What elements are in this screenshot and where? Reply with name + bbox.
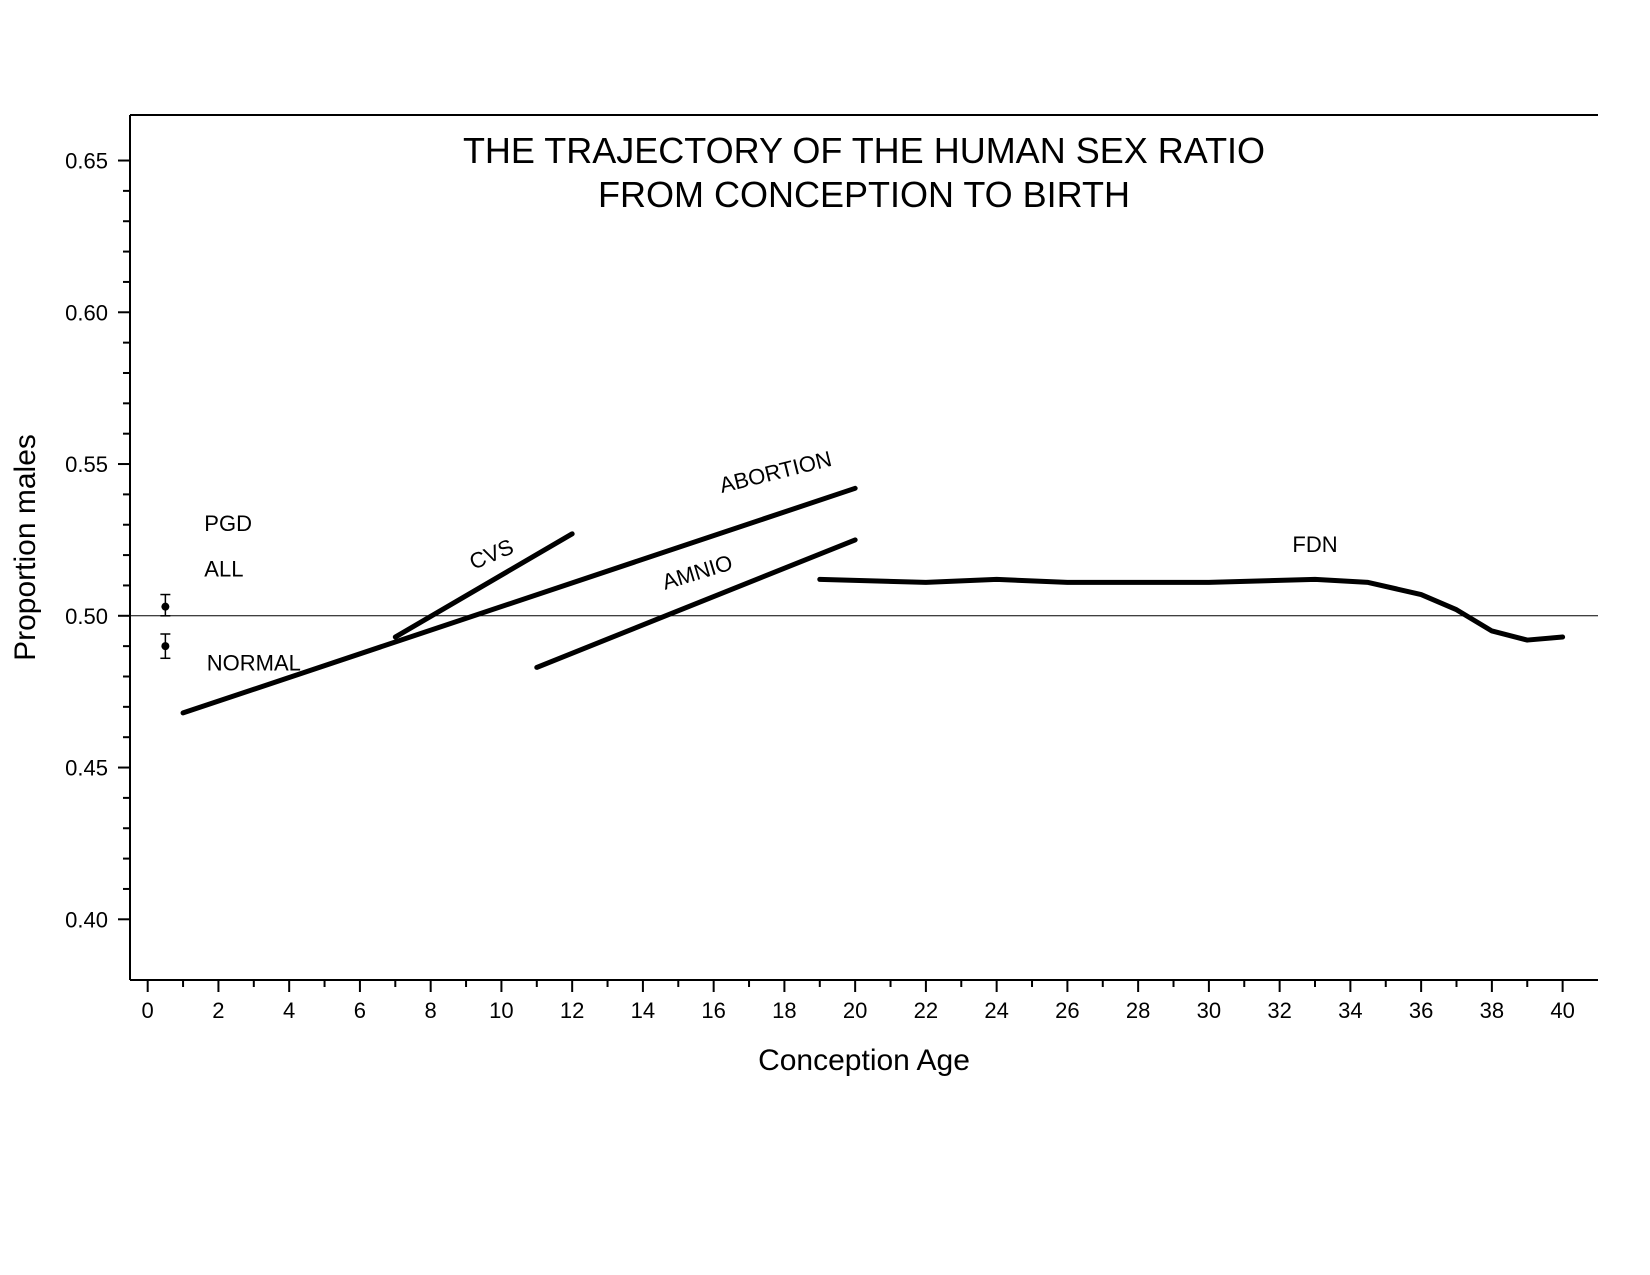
x-tick-label: 30 — [1197, 998, 1221, 1023]
chart-title-line1: THE TRAJECTORY OF THE HUMAN SEX RATIO — [463, 130, 1265, 171]
x-tick-label: 32 — [1267, 998, 1291, 1023]
point-label-pgd: PGD — [204, 511, 252, 536]
x-tick-label: 0 — [142, 998, 154, 1023]
chart-container: 02468101214161820222426283032343638400.4… — [0, 0, 1650, 1275]
y-tick-label: 0.40 — [65, 907, 108, 932]
point-pgd_all — [161, 603, 169, 611]
y-tick-label: 0.50 — [65, 604, 108, 629]
series-label-fdn: FDN — [1292, 532, 1337, 557]
x-axis-label: Conception Age — [758, 1044, 970, 1077]
y-tick-label: 0.55 — [65, 452, 108, 477]
x-tick-label: 10 — [489, 998, 513, 1023]
x-tick-label: 26 — [1055, 998, 1079, 1023]
x-tick-label: 40 — [1550, 998, 1574, 1023]
x-tick-label: 18 — [772, 998, 796, 1023]
point-label-normal: NORMAL — [207, 650, 301, 675]
x-tick-label: 12 — [560, 998, 584, 1023]
x-tick-label: 8 — [425, 998, 437, 1023]
y-tick-label: 0.45 — [65, 756, 108, 781]
y-axis-label: Proportion males — [9, 434, 42, 661]
x-tick-label: 6 — [354, 998, 366, 1023]
x-tick-label: 34 — [1338, 998, 1362, 1023]
x-tick-label: 36 — [1409, 998, 1433, 1023]
x-tick-label: 38 — [1480, 998, 1504, 1023]
chart-title-line2: FROM CONCEPTION TO BIRTH — [598, 174, 1130, 215]
y-tick-label: 0.65 — [65, 149, 108, 174]
x-tick-label: 4 — [283, 998, 295, 1023]
point-pgd_normal — [161, 642, 169, 650]
x-tick-label: 16 — [701, 998, 725, 1023]
x-tick-label: 20 — [843, 998, 867, 1023]
point-label-all: ALL — [204, 556, 243, 581]
x-tick-label: 28 — [1126, 998, 1150, 1023]
x-tick-label: 14 — [631, 998, 655, 1023]
x-tick-label: 24 — [984, 998, 1008, 1023]
x-tick-label: 22 — [914, 998, 938, 1023]
x-tick-label: 2 — [212, 998, 224, 1023]
y-tick-label: 0.60 — [65, 300, 108, 325]
chart-svg: 02468101214161820222426283032343638400.4… — [0, 0, 1650, 1275]
